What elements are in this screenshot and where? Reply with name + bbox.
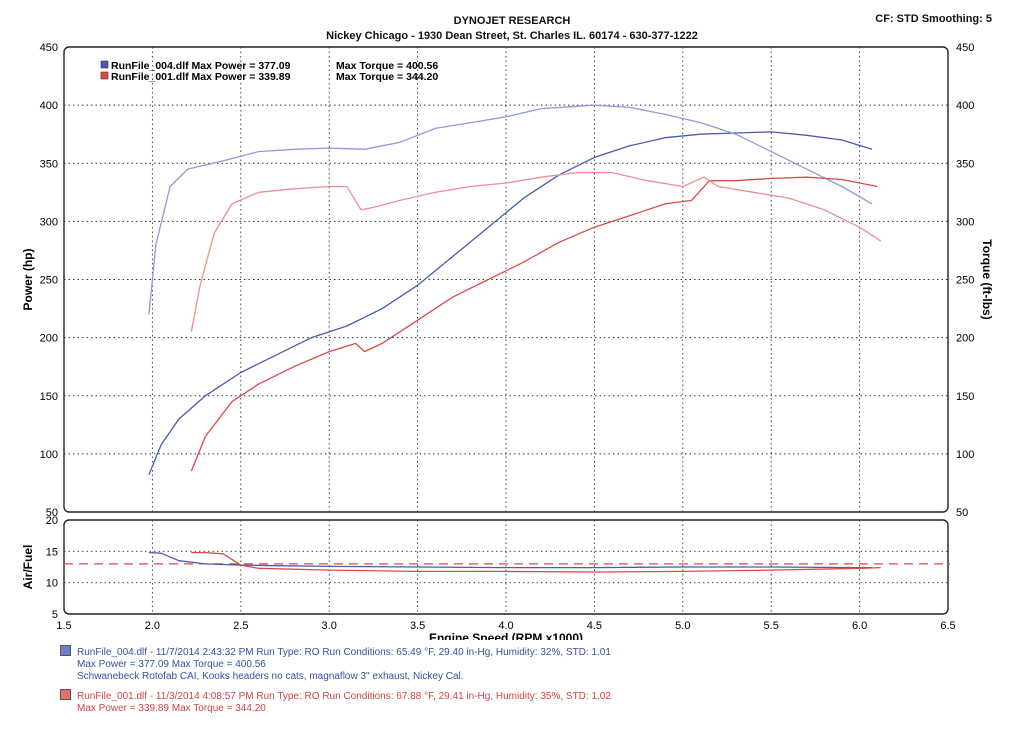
legend-torque-1: Max Torque = 344.20 bbox=[336, 71, 438, 83]
main-y-tick-label: 250 bbox=[40, 275, 58, 287]
series-line-1 bbox=[148, 104, 873, 315]
main-y2-tick-label: 50 bbox=[956, 507, 968, 519]
run-004-color-swatch bbox=[60, 645, 71, 656]
run-004-info-line3: Schwanebeck Rotofab CAI, Kooks headers n… bbox=[77, 671, 464, 682]
main-y-tick-label: 450 bbox=[40, 42, 58, 54]
x-axis-label: Engine Speed (RPM x1000) bbox=[429, 631, 583, 640]
af-y-tick-label: 20 bbox=[46, 515, 58, 527]
y2-axis-label: Torque (ft-lbs) bbox=[980, 239, 994, 319]
x-tick-label: 5.5 bbox=[764, 620, 779, 632]
x-tick-label: 1.5 bbox=[56, 620, 71, 632]
main-y2-tick-label: 300 bbox=[956, 216, 974, 228]
y-axis-label: Power (hp) bbox=[21, 248, 35, 310]
af-y-tick-label: 10 bbox=[46, 578, 58, 590]
af-series-line-1 bbox=[191, 551, 881, 573]
legend-swatch-0 bbox=[100, 60, 109, 69]
run-info-001: RunFile_001.dlf - 11/3/2014 4:08:57 PM R… bbox=[60, 689, 611, 715]
af-y-axis-label: Air/Fuel bbox=[21, 545, 35, 590]
x-tick-label: 2.5 bbox=[233, 620, 248, 632]
main-y2-tick-label: 150 bbox=[956, 391, 974, 403]
main-y2-tick-label: 350 bbox=[956, 158, 974, 170]
run-001-color-swatch bbox=[60, 689, 71, 700]
x-tick-label: 5.0 bbox=[675, 620, 690, 632]
series-line-3 bbox=[190, 171, 882, 332]
legend-label-0: RunFile_004.dlf Max Power = 377.09 bbox=[111, 60, 291, 72]
series-line-2 bbox=[190, 176, 878, 472]
cf-smoothing-label: CF: STD Smoothing: 5 bbox=[875, 13, 992, 25]
main-y2-tick-label: 250 bbox=[956, 275, 974, 287]
x-tick-label: 6.0 bbox=[852, 620, 867, 632]
chart-title: DYNOJET RESEARCH bbox=[453, 15, 571, 27]
af-y-tick-label: 5 bbox=[52, 609, 58, 621]
main-y-tick-label: 50 bbox=[46, 507, 58, 519]
main-y2-tick-label: 400 bbox=[956, 100, 974, 112]
chart-subtitle: Nickey Chicago - 1930 Dean Street, St. C… bbox=[326, 30, 698, 42]
x-tick-label: 4.5 bbox=[587, 620, 602, 632]
air-fuel-panel: 5 10 15 20 1.5 2.0 2.5 3.0 3.5 4.0 4.5 5.0 5.5 6.0 6.5… bbox=[21, 515, 956, 640]
x-tick-label: 6.5 bbox=[940, 620, 955, 632]
main-y-tick-label: 150 bbox=[40, 391, 58, 403]
main-y-tick-label: 300 bbox=[40, 216, 58, 228]
run-001-info-line2: Max Power = 339.89 Max Torque = 344.20 bbox=[77, 703, 266, 714]
x-tick-label: 2.0 bbox=[145, 620, 160, 632]
af-y-tick-label: 15 bbox=[46, 546, 58, 558]
main-y-tick-label: 350 bbox=[40, 158, 58, 170]
run-004-info-line1: RunFile_004.dlf - 11/7/2014 2:43:32 PM R… bbox=[77, 647, 611, 658]
legend-torque-0: Max Torque = 400.56 bbox=[336, 60, 438, 72]
x-tick-label: 3.0 bbox=[322, 620, 337, 632]
x-tick-label: 4.0 bbox=[498, 620, 513, 632]
dyno-chart: 50 50 100 100 150 150 200 200 250 250 300 300 350 350… bbox=[21, 42, 994, 640]
af-series-line-0 bbox=[148, 551, 872, 569]
run-001-info-line1: RunFile_001.dlf - 11/3/2014 4:08:57 PM R… bbox=[77, 691, 611, 702]
series-line-0 bbox=[148, 131, 873, 476]
legend-label-1: RunFile_001.dlf Max Power = 339.89 bbox=[111, 71, 291, 83]
main-y2-tick-label: 200 bbox=[956, 333, 974, 345]
legend-swatch-1 bbox=[100, 71, 109, 80]
main-y-tick-label: 400 bbox=[40, 100, 58, 112]
main-y-tick-label: 100 bbox=[40, 449, 58, 461]
power-torque-panel: 50 50 100 100 150 150 200 200 250 250 300 300 350 350… bbox=[21, 42, 994, 519]
main-y2-tick-label: 450 bbox=[956, 42, 974, 54]
main-y-tick-label: 200 bbox=[40, 333, 58, 345]
run-info-004: RunFile_004.dlf - 11/7/2014 2:43:32 PM R… bbox=[60, 645, 611, 683]
x-tick-label: 3.5 bbox=[410, 620, 425, 632]
main-y2-tick-label: 100 bbox=[956, 449, 974, 461]
run-004-info-line2: Max Power = 377.09 Max Torque = 400.56 bbox=[77, 659, 266, 670]
